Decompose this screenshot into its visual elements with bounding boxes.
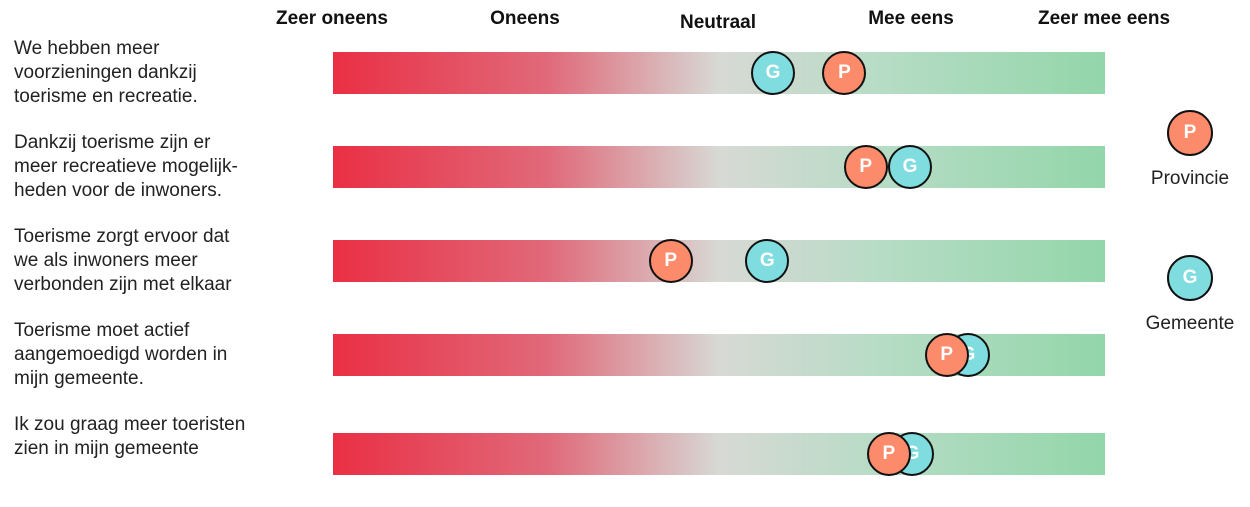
scale-label-5: Zeer mee eens — [1037, 8, 1171, 29]
statement-row-2: Dankzij toerisme zijn er meer recreatiev… — [0, 131, 1250, 225]
legend: P Provincie G Gemeente — [1130, 110, 1250, 370]
statement-text: Dankzij toerisme zijn er meer recreatiev… — [14, 132, 238, 201]
statement-text: Toerisme moet actief aangemoedigd worden… — [14, 320, 228, 389]
agreement-scale-bar — [333, 52, 1105, 94]
marker-provincie: P — [924, 333, 969, 377]
legend-marker-provincie: P — [1167, 110, 1213, 156]
statement-row-5: Ik zou graag meer toeristen zien in mijn… — [0, 413, 1250, 507]
marker-gemeente: G — [888, 145, 933, 189]
agreement-scale-bar — [333, 240, 1105, 282]
statement-row-4: Toerisme moet actief aangemoedigd worden… — [0, 319, 1250, 413]
legend-label-provincie: Provincie — [1150, 168, 1230, 189]
legend-marker-gemeente: G — [1167, 255, 1213, 301]
statement-rows: We hebben meer voorzieningen dankzij toe… — [0, 37, 1250, 476]
marker-gemeente: G — [745, 239, 790, 283]
statement-row-1: We hebben meer voorzieningen dankzij toe… — [0, 37, 1250, 131]
statement-text: Ik zou graag meer toeristen zien in mijn… — [14, 414, 246, 459]
agreement-scale-bar — [333, 146, 1105, 188]
marker-provincie: P — [843, 145, 888, 189]
scale-label-1: Zeer oneens — [276, 8, 388, 29]
marker-provincie: P — [648, 239, 693, 283]
legend-item-gemeente: G Gemeente — [1130, 255, 1250, 335]
scale-header: Zeer oneens Oneens Neutraal Mee eens Zeer me… — [0, 0, 1250, 40]
agreement-scale-bar — [333, 433, 1105, 475]
marker-provincie: P — [866, 432, 911, 476]
scale-label-2: Oneens — [490, 8, 560, 29]
marker-gemeente: G — [751, 51, 796, 95]
scale-label-3: Neutraal — [679, 12, 757, 33]
scale-label-4: Mee eens — [868, 8, 954, 29]
legend-item-provincie: P Provincie — [1130, 110, 1250, 190]
statement-text: We hebben meer voorzieningen dankzij toe… — [14, 38, 198, 107]
statement-text: Toerisme zorgt ervoor dat we als inwoner… — [14, 226, 232, 295]
marker-provincie: P — [822, 51, 867, 95]
statement-row-3: Toerisme zorgt ervoor dat we als inwoner… — [0, 225, 1250, 319]
legend-label-gemeente: Gemeente — [1145, 313, 1235, 334]
